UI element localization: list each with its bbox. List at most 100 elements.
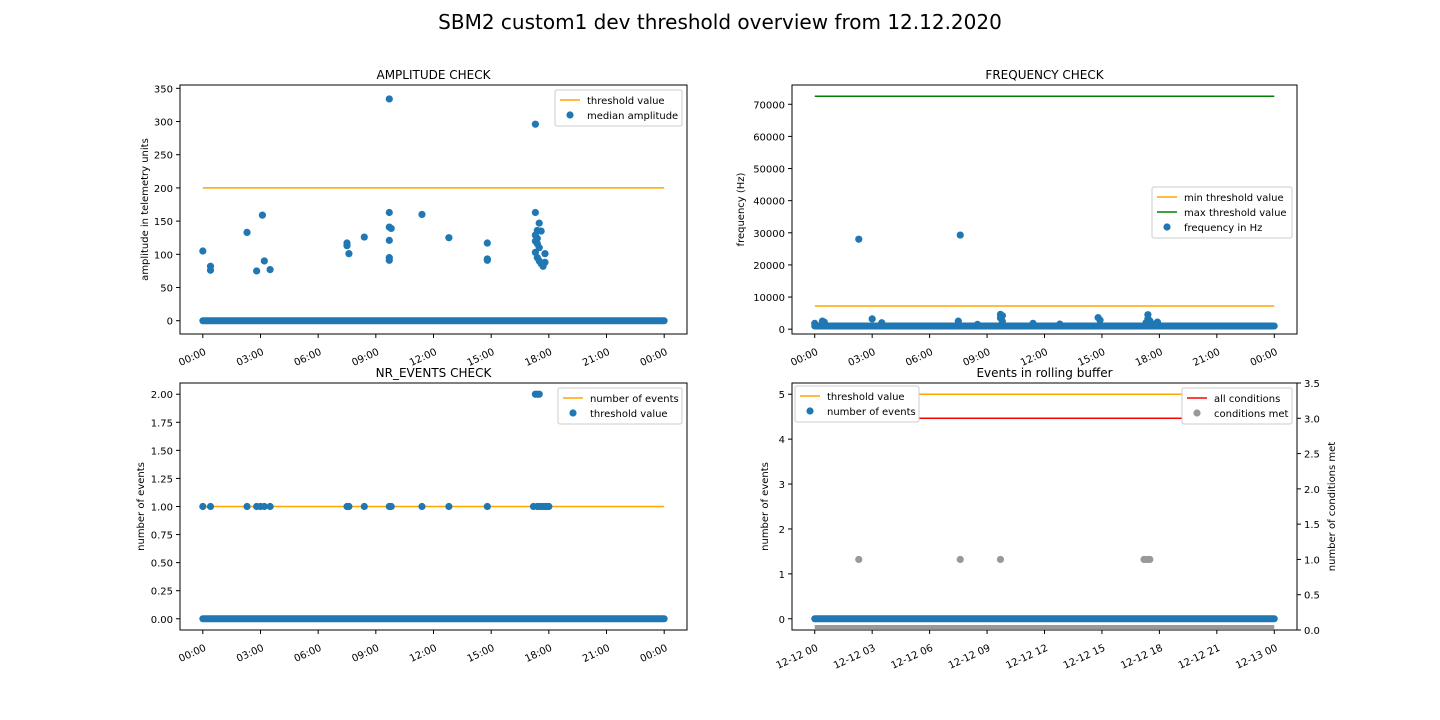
- legend-label: conditions met: [1214, 409, 1289, 420]
- x-tick-label: 00:00: [177, 643, 208, 665]
- legend-point-swatch: [566, 111, 574, 119]
- y-tick-label: 10000: [753, 293, 785, 304]
- legend: number of events threshold value: [557, 387, 683, 425]
- x-tick-label: 12-13 00: [1234, 643, 1279, 672]
- data-point: [360, 502, 368, 511]
- y-tick-label: 70000: [753, 100, 785, 111]
- y-tick-label: 1: [779, 570, 785, 581]
- x-tick-label: 12-12 18: [1119, 643, 1164, 672]
- chart-panel-amplitude: AMPLITUDE CHECK 0 50 100 150 200 250 300 350 00:0…: [140, 68, 688, 369]
- condition-point: [956, 555, 964, 564]
- y-tick-label: 50000: [753, 165, 785, 176]
- x-tick-label: 18:00: [523, 347, 554, 369]
- data-point: [343, 242, 351, 250]
- legend-frame: [794, 385, 920, 423]
- legend-label: all conditions: [1214, 394, 1280, 405]
- y-tick-label: 2: [779, 525, 785, 536]
- y-tick-label-right: 3.0: [1304, 414, 1320, 425]
- x-tick-label: 00:00: [639, 347, 670, 369]
- y-tick-label-right: 0.5: [1304, 591, 1320, 602]
- y-axis-label: amplitude in telemetry units: [140, 138, 151, 281]
- y-axis-label: number of events: [760, 462, 771, 551]
- legend-point-swatch: [1163, 223, 1171, 231]
- data-point: [445, 234, 453, 242]
- legend: all conditions conditions met: [1181, 387, 1293, 425]
- data-point: [258, 211, 267, 219]
- y-tick-label-right: 2.0: [1304, 485, 1320, 496]
- x-tick-label: 12-12 09: [947, 643, 992, 672]
- data-point: [345, 502, 353, 511]
- data-point: [535, 219, 543, 227]
- data-point: [820, 318, 828, 326]
- y-tick-label: 2.00: [151, 390, 173, 401]
- data-point: [260, 502, 268, 511]
- legend-frame: [1151, 186, 1293, 239]
- data-point: [253, 267, 261, 275]
- x-tick-label: 03:00: [235, 347, 266, 369]
- data-point: [360, 233, 368, 241]
- data-point: [199, 502, 207, 511]
- legend-label: max threshold value: [1184, 208, 1287, 219]
- x-tick-label: 21:00: [581, 643, 612, 665]
- x-tick-label: 18:00: [523, 643, 554, 665]
- data-point: [811, 319, 819, 327]
- legend-point-swatch: [1193, 409, 1201, 417]
- legend-label: threshold value: [590, 409, 668, 420]
- data-point: [206, 502, 215, 511]
- x-tick-label: 09:00: [350, 643, 381, 665]
- x-tick-label: 12-12 03: [832, 643, 877, 672]
- y-tick-label: 0.75: [151, 531, 173, 542]
- legend: min threshold value max threshold value fr…: [1151, 186, 1293, 239]
- x-tick-label: 03:00: [847, 347, 878, 369]
- y-tick-label: 1.00: [151, 503, 173, 514]
- legend-label: number of events: [827, 407, 916, 418]
- y-tick-label: 1.50: [151, 446, 173, 457]
- data-point: [483, 502, 491, 511]
- y-tick-label: 50: [160, 284, 173, 295]
- data-point: [973, 320, 982, 328]
- data-point: [243, 502, 251, 511]
- data-point: [1151, 320, 1160, 328]
- legend-label: threshold value: [587, 96, 665, 107]
- y-tick-label: 5: [779, 390, 785, 401]
- y-tick-label: 20000: [753, 261, 785, 272]
- chart-title: Events in rolling buffer: [976, 366, 1112, 380]
- data-point: [855, 235, 863, 243]
- data-point: [345, 250, 353, 258]
- data-point: [483, 256, 491, 264]
- x-tick-label: 12-12 21: [1177, 643, 1222, 672]
- x-tick-label: 12:00: [408, 643, 439, 665]
- chart-panel-nr_events: NR_EVENTS CHECK 0.00 0.25 0.50 0.75 1.00 1.25 1…: [136, 366, 688, 665]
- data-point: [868, 315, 876, 323]
- data-point: [418, 502, 426, 511]
- legend: threshold value number of events: [794, 385, 920, 423]
- y-tick-label: 0: [167, 317, 173, 328]
- data-point: [1056, 320, 1064, 328]
- data-point: [266, 502, 274, 511]
- legend-label: threshold value: [827, 392, 905, 403]
- x-tick-label: 21:00: [1191, 347, 1222, 369]
- data-point: [385, 208, 393, 217]
- data-point: [1142, 319, 1150, 327]
- data-point: [998, 317, 1006, 326]
- data-point: [418, 210, 426, 219]
- y-tick-label: 60000: [753, 132, 785, 143]
- y-tick-label-right: 0.0: [1304, 626, 1320, 637]
- data-point: [483, 239, 491, 247]
- y-axis-label: frequency (Hz): [736, 172, 747, 246]
- data-point: [387, 502, 395, 511]
- condition-point: [996, 555, 1005, 564]
- legend: threshold value median amplitude: [554, 89, 683, 127]
- data-point: [385, 95, 393, 103]
- y-tick-label: 150: [154, 217, 173, 228]
- data-point: [385, 236, 393, 244]
- legend-label: min threshold value: [1184, 193, 1284, 204]
- y-tick-label-right: 1.0: [1304, 555, 1320, 566]
- figure-title: SBM2 custom1 dev threshold overview from…: [438, 10, 1002, 34]
- legend-label: median amplitude: [587, 111, 678, 122]
- data-point: [537, 227, 545, 235]
- condition-point: [1146, 555, 1154, 564]
- x-tick-label: 12-12 12: [1004, 643, 1049, 672]
- chart-title: FREQUENCY CHECK: [985, 68, 1104, 82]
